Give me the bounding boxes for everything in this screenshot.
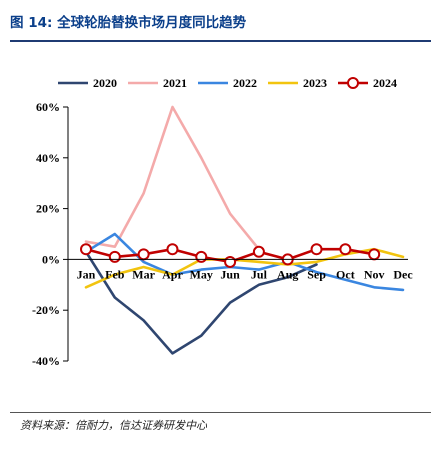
legend-item-2021: 2021 (128, 76, 187, 90)
data-point-2024 (195, 250, 208, 263)
y-tick-label: 0% (42, 252, 60, 266)
figure-title: 图 14: 全球轮胎替换市场月度同比趋势 (10, 15, 247, 31)
series-2024 (80, 243, 381, 268)
series-line-2020 (84, 250, 318, 355)
y-tick-label: 40% (36, 151, 60, 165)
legend-item-2022: 2022 (198, 76, 257, 90)
legend-label: 2020 (93, 76, 117, 90)
title-divider (10, 40, 431, 42)
x-axis: Jan Feb Mar Apr May Jun Jul Aug Sep Oct Nov Dec (68, 258, 413, 281)
legend-item-2023: 2023 (268, 76, 327, 90)
legend-label: 2022 (233, 76, 257, 90)
x-tick-label: Jun (220, 267, 240, 281)
x-tick-label: Sep (307, 267, 326, 281)
data-point-2024 (368, 248, 381, 261)
data-point-2024 (224, 255, 237, 268)
data-point-2024 (339, 243, 352, 256)
x-tick-label: Jul (251, 267, 268, 281)
data-point-2024 (137, 248, 150, 261)
y-tick-label: 60% (36, 100, 60, 114)
series-2020 (84, 250, 318, 355)
series-2021 (84, 105, 261, 251)
legend-label: 2023 (303, 76, 327, 90)
x-tick-label: Oct (336, 267, 355, 281)
x-tick-label: Feb (105, 267, 125, 281)
legend-label: 2021 (163, 76, 187, 90)
y-tick-label: -40% (32, 354, 60, 368)
data-point-2024 (108, 250, 121, 263)
data-point-2024 (252, 245, 265, 258)
x-tick-label: May (190, 267, 213, 281)
y-tick-label: 20% (36, 202, 60, 216)
data-point-2024 (310, 243, 323, 256)
x-tick-label: Mar (132, 267, 155, 281)
legend-item-2020: 2020 (58, 76, 117, 90)
x-tick-label: Jan (77, 267, 96, 281)
series-line-2021 (84, 105, 261, 251)
y-axis: -40% -20% 0% 20% 40% 60% (32, 100, 69, 368)
source-divider (10, 412, 431, 413)
source-note: 资料来源：倍耐力，信达证券研发中心 (20, 419, 207, 432)
chart-legend: 2020 2021 2022 2023 2024 (58, 76, 397, 90)
data-point-2024 (80, 243, 92, 256)
series-line-2023 (84, 247, 405, 289)
series-layer (80, 105, 405, 355)
x-tick-label: Apr (162, 267, 183, 281)
data-point-2024 (166, 243, 179, 256)
x-tick-label: Nov (364, 267, 385, 281)
x-tick-label: Dec (393, 267, 413, 281)
legend-item-2024: 2024 (338, 76, 397, 90)
legend-label: 2024 (373, 76, 397, 90)
y-tick-label: -20% (32, 303, 60, 317)
x-tick-label: Aug (277, 267, 298, 281)
legend-marker (347, 77, 359, 89)
series-2023 (84, 247, 405, 289)
